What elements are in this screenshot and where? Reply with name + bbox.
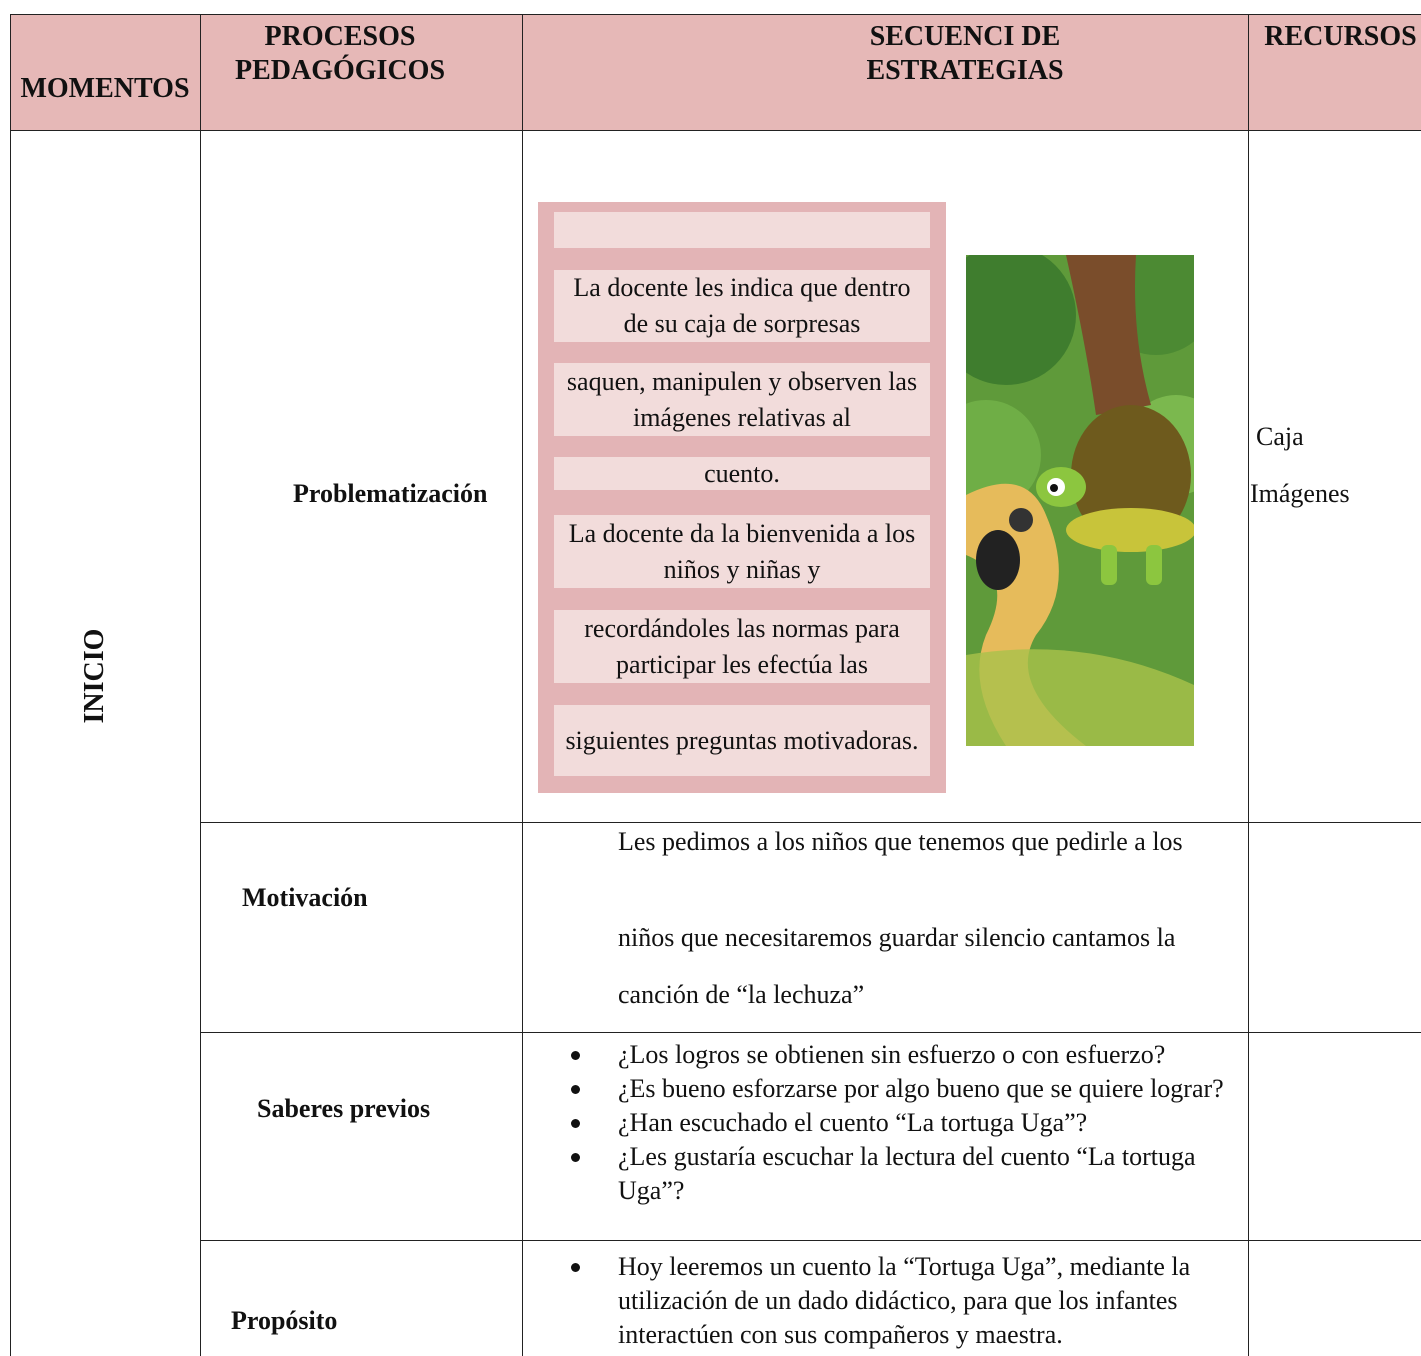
process-label: Problematización xyxy=(293,479,488,508)
rule xyxy=(10,14,11,1356)
bullet-item: ¿Es bueno esforzarse por algo bueno que … xyxy=(571,1072,1243,1106)
strategy-box: La docente da la bienvenida a los niños … xyxy=(554,515,930,588)
strategy-box: siguientes preguntas motivadoras. xyxy=(554,705,930,776)
rule xyxy=(200,1240,1421,1241)
strategy-box: La docente les indica que dentro de su c… xyxy=(554,270,930,342)
process-label: Motivación xyxy=(242,883,368,912)
strategy-box: saquen, manipulen y observen las imágene… xyxy=(554,363,930,436)
strategy-text: niños que necesitaremos guardar silencio… xyxy=(618,923,1176,952)
resource: Imágenes xyxy=(1250,479,1350,508)
strategy-text: Les pedimos a los niños que tenemos que … xyxy=(618,827,1183,856)
strategy-box: recordándoles las normas para participar… xyxy=(554,610,930,683)
resource: Caja xyxy=(1256,422,1304,451)
process-label: Saberes previos xyxy=(257,1094,431,1123)
rule xyxy=(10,14,1421,15)
header-cell: PROCESOS PEDAGÓGICOS xyxy=(234,21,446,86)
story-illustration xyxy=(966,255,1194,746)
header-background xyxy=(10,14,1421,130)
moment-label: INICIO xyxy=(79,628,110,724)
header-cell: MOMENTOS xyxy=(20,73,190,104)
bullet-list: Hoy leeremos un cuento la “Tortuga Uga”,… xyxy=(571,1250,1243,1352)
rule xyxy=(200,822,1421,823)
rule xyxy=(1248,14,1249,1356)
bullet-item: ¿Han escuchado el cuento “La tortuga Uga… xyxy=(571,1106,1243,1140)
strategy-text: canción de “la lechuza” xyxy=(618,980,865,1009)
bullet-item: ¿Les gustaría escuchar la lectura del cu… xyxy=(571,1140,1243,1208)
bullet-list: ¿Los logros se obtienen sin esfuerzo o c… xyxy=(571,1038,1243,1208)
process-label: Propósito xyxy=(231,1306,338,1335)
rule xyxy=(10,130,1421,131)
bullet-item: ¿Los logros se obtienen sin esfuerzo o c… xyxy=(571,1038,1243,1072)
header-cell: RECURSOS xyxy=(1264,21,1417,52)
strategy-box: cuento. xyxy=(554,457,930,490)
rule xyxy=(200,1032,1421,1033)
rule xyxy=(200,14,201,1356)
strategy-box-empty xyxy=(554,212,930,248)
header-cell: SECUENCI DE ESTRATEGIAS xyxy=(866,21,1064,86)
bullet-item: Hoy leeremos un cuento la “Tortuga Uga”,… xyxy=(571,1250,1243,1352)
rule xyxy=(522,14,523,1356)
